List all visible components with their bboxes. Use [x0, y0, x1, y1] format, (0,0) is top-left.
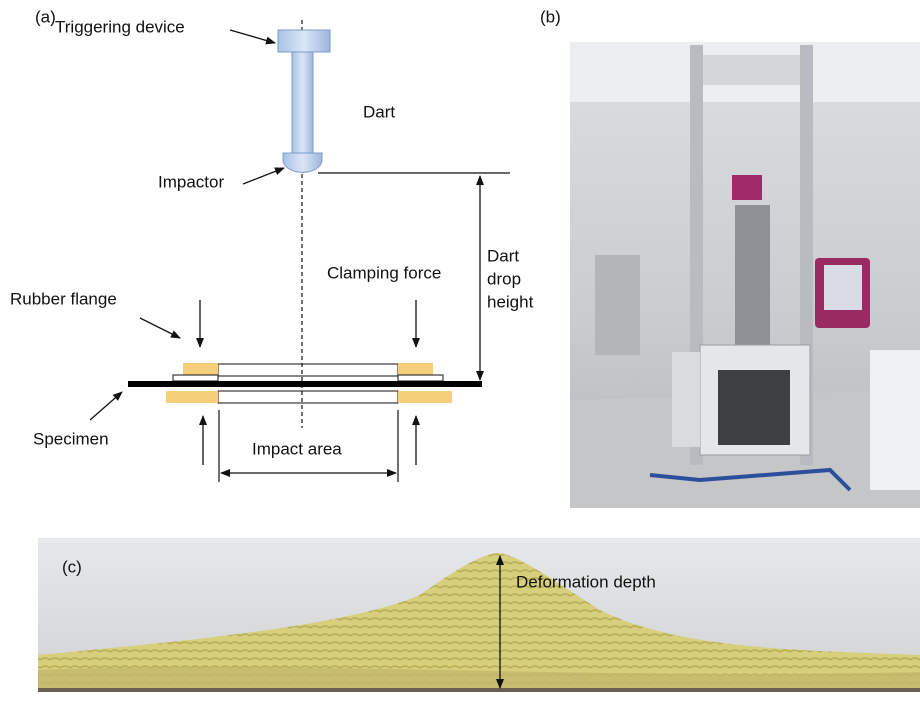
drop-height-label: drop: [487, 269, 521, 288]
triggering-device-label: Triggering device: [55, 17, 185, 36]
rubber-flange-label: Rubber flange: [10, 289, 117, 308]
arrow: [243, 168, 284, 184]
panel-label: (b): [540, 7, 561, 26]
panel-label: (c): [62, 557, 82, 576]
panel-a: (a) Triggering device Dart Impactor Dart…: [10, 7, 534, 482]
dart-label: Dart: [363, 102, 395, 121]
panel-label: (a): [35, 7, 56, 26]
specimen-label: Specimen: [33, 429, 109, 448]
drop-height-label: height: [487, 292, 534, 311]
impact-area-label: Impact area: [252, 439, 342, 458]
clamping-force-label: Clamping force: [327, 263, 441, 282]
clamp: [128, 363, 482, 403]
impactor-label: Impactor: [158, 172, 224, 191]
arrow: [90, 392, 122, 420]
panel-b: (b): [540, 7, 920, 508]
photo: [38, 688, 920, 692]
photo: [570, 42, 920, 508]
dart-shape: [278, 30, 330, 172]
arrow: [230, 30, 275, 43]
figure: (a) Triggering device Dart Impactor Dart…: [0, 0, 920, 715]
panel-c: (c) Deformation depth: [38, 538, 920, 692]
arrow: [140, 318, 180, 338]
drop-height-label: Dart: [487, 246, 519, 265]
deformation-depth-label: Deformation depth: [516, 572, 656, 591]
page: {"panel_a": {"label": "(a)", "triggering…: [0, 0, 920, 715]
